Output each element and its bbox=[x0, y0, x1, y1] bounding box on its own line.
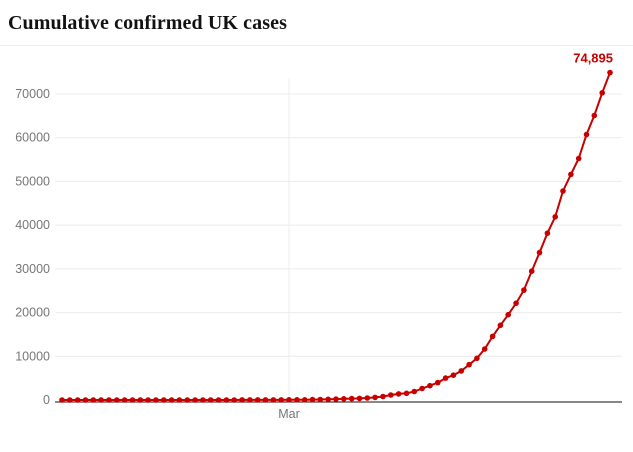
data-point bbox=[505, 311, 512, 318]
end-value-label: 74,895 bbox=[573, 51, 613, 66]
data-point bbox=[364, 395, 371, 401]
data-point bbox=[176, 397, 183, 403]
cumulative-cases-line-chart: 0 10000 20000 30000 40000 50000 60000 70000 Mar 7… bbox=[15, 51, 622, 421]
x-tick-label: Mar bbox=[278, 407, 300, 421]
data-point bbox=[599, 90, 605, 96]
data-point bbox=[521, 287, 527, 293]
data-point bbox=[372, 394, 378, 401]
data-point bbox=[121, 397, 128, 403]
data-point bbox=[528, 268, 535, 274]
data-point bbox=[411, 388, 418, 395]
x-axis-labels: Mar bbox=[278, 407, 300, 421]
data-point bbox=[286, 397, 292, 403]
series-points bbox=[59, 69, 613, 403]
y-tick-label: 50000 bbox=[15, 174, 50, 188]
data-point bbox=[419, 385, 425, 392]
data-point bbox=[231, 397, 237, 403]
data-point bbox=[192, 397, 198, 403]
data-point bbox=[466, 361, 472, 368]
data-point bbox=[583, 131, 590, 138]
data-point bbox=[74, 397, 81, 403]
data-point bbox=[403, 390, 410, 397]
data-point bbox=[239, 397, 245, 403]
gridlines bbox=[55, 78, 622, 400]
data-point bbox=[395, 391, 402, 397]
data-point bbox=[247, 397, 253, 403]
y-tick-label: 60000 bbox=[15, 131, 50, 145]
data-point bbox=[317, 396, 324, 403]
data-point bbox=[536, 249, 543, 256]
data-point bbox=[223, 397, 230, 403]
data-point bbox=[388, 392, 394, 398]
data-point bbox=[333, 396, 339, 402]
data-point bbox=[450, 372, 457, 379]
data-point bbox=[294, 397, 300, 403]
data-point bbox=[591, 112, 598, 119]
data-point bbox=[356, 395, 363, 402]
title-divider bbox=[0, 45, 633, 46]
data-point bbox=[348, 395, 355, 402]
data-point bbox=[137, 397, 144, 403]
data-point bbox=[489, 333, 496, 340]
data-point bbox=[129, 397, 136, 403]
y-tick-label: 70000 bbox=[15, 87, 50, 101]
data-point bbox=[458, 368, 465, 374]
data-point bbox=[67, 397, 73, 403]
data-point bbox=[184, 397, 191, 403]
data-point bbox=[301, 397, 308, 403]
y-tick-label: 0 bbox=[43, 393, 50, 407]
data-point bbox=[145, 397, 151, 403]
data-point bbox=[200, 397, 206, 403]
data-point bbox=[341, 396, 347, 402]
data-point bbox=[82, 397, 89, 403]
data-point bbox=[59, 397, 65, 403]
data-point bbox=[153, 397, 159, 403]
y-tick-label: 20000 bbox=[15, 306, 50, 320]
data-point bbox=[215, 397, 222, 403]
data-point bbox=[106, 397, 112, 403]
data-point bbox=[513, 300, 519, 306]
data-point bbox=[552, 214, 558, 220]
data-point bbox=[568, 171, 574, 178]
data-point bbox=[207, 397, 214, 403]
data-point bbox=[90, 397, 97, 403]
data-point bbox=[380, 393, 386, 400]
data-point bbox=[309, 396, 316, 403]
data-point bbox=[575, 155, 582, 162]
data-point bbox=[98, 397, 104, 403]
data-point bbox=[607, 69, 613, 76]
data-point bbox=[270, 397, 277, 403]
y-tick-label: 10000 bbox=[15, 349, 50, 363]
series-line bbox=[62, 72, 611, 401]
data-point bbox=[262, 397, 269, 403]
data-point bbox=[481, 346, 488, 352]
data-point bbox=[254, 397, 261, 403]
data-point bbox=[278, 397, 285, 403]
data-point bbox=[168, 397, 175, 403]
y-tick-label: 30000 bbox=[15, 262, 50, 276]
chart-title: Cumulative confirmed UK cases bbox=[8, 12, 287, 34]
y-axis-labels: 0 10000 20000 30000 40000 50000 60000 70000 bbox=[15, 87, 50, 407]
data-point bbox=[560, 188, 566, 194]
data-point bbox=[161, 397, 167, 403]
data-point bbox=[442, 375, 449, 381]
data-point bbox=[427, 382, 433, 389]
y-tick-label: 40000 bbox=[15, 218, 50, 232]
data-point bbox=[474, 355, 480, 362]
data-point bbox=[325, 396, 332, 403]
data-point bbox=[544, 230, 551, 236]
data-point bbox=[114, 397, 120, 403]
data-point bbox=[497, 322, 504, 329]
data-point bbox=[435, 379, 441, 386]
